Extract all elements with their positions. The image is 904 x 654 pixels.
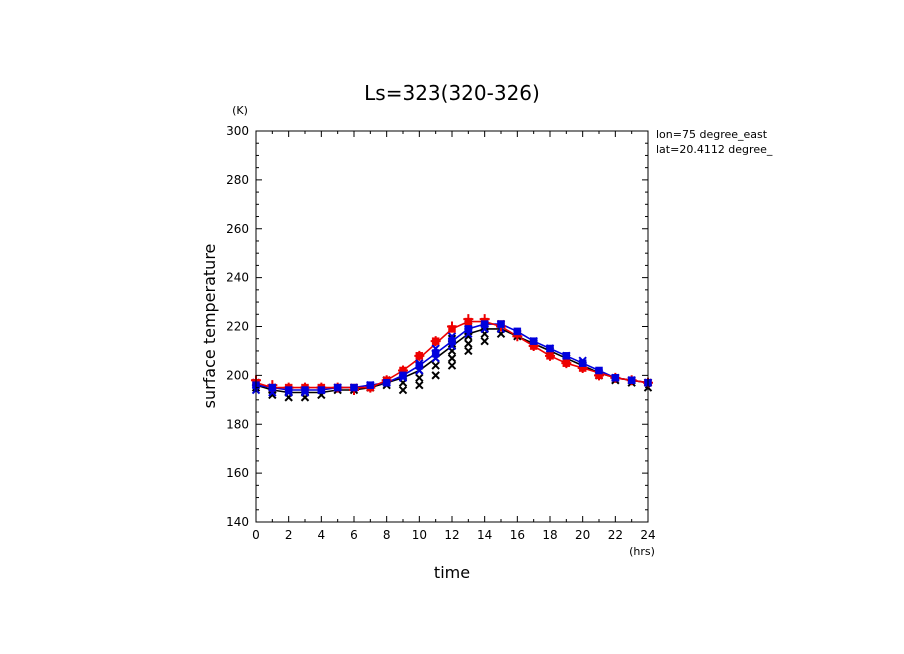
x-marker bbox=[431, 361, 440, 370]
square-marker bbox=[399, 371, 407, 380]
y-tick-label: 180 bbox=[226, 417, 249, 431]
square-marker bbox=[415, 361, 424, 370]
x-marker bbox=[415, 373, 424, 383]
x-tick-label: 22 bbox=[608, 528, 623, 542]
x-unit-label: (hrs) bbox=[629, 545, 655, 558]
square-marker bbox=[333, 383, 342, 392]
y-tick-label: 280 bbox=[226, 173, 249, 187]
square-marker bbox=[448, 325, 456, 333]
x-marker bbox=[447, 361, 457, 370]
x-tick-label: 24 bbox=[640, 528, 655, 542]
x-tick-label: 0 bbox=[252, 528, 260, 542]
square-marker bbox=[366, 381, 375, 389]
square-marker bbox=[415, 352, 424, 360]
x-marker bbox=[415, 380, 424, 390]
square-marker bbox=[464, 325, 473, 333]
x-tick-label: 18 bbox=[542, 528, 557, 542]
square-marker bbox=[448, 337, 456, 345]
x-tick-label: 8 bbox=[383, 528, 391, 542]
x-tick-label: 12 bbox=[444, 528, 459, 542]
x-marker bbox=[398, 385, 408, 395]
square-marker bbox=[350, 383, 358, 392]
square-marker bbox=[546, 344, 554, 353]
y-unit-label: (K) bbox=[232, 104, 248, 117]
square-marker bbox=[627, 376, 636, 385]
square-marker bbox=[464, 317, 473, 326]
square-marker bbox=[268, 383, 277, 392]
x-tick-label: 4 bbox=[318, 528, 326, 542]
x-marker bbox=[431, 371, 440, 380]
x-tick-label: 14 bbox=[477, 528, 492, 542]
x-tick-label: 20 bbox=[575, 528, 590, 542]
x-marker bbox=[447, 354, 457, 363]
square-marker bbox=[317, 386, 326, 394]
square-marker bbox=[497, 320, 505, 328]
x-marker bbox=[464, 339, 473, 348]
y-axis-label: surface temperature bbox=[200, 244, 219, 409]
y-tick-label: 240 bbox=[226, 271, 249, 285]
y-tick-label: 200 bbox=[226, 368, 249, 382]
square-marker bbox=[284, 386, 293, 394]
square-marker bbox=[513, 327, 522, 336]
square-marker bbox=[529, 337, 538, 345]
plot-area bbox=[251, 314, 653, 402]
x-marker bbox=[464, 346, 473, 356]
axes: 0 2 4 6 8 10 12 14 16 18 20 22 241401601802002202402… bbox=[226, 124, 656, 542]
annotation-lon: lon=75 degree_east bbox=[656, 128, 768, 141]
y-tick-label: 260 bbox=[226, 222, 249, 236]
square-marker bbox=[301, 386, 309, 394]
x-tick-label: 6 bbox=[350, 528, 358, 542]
square-marker bbox=[431, 337, 440, 345]
square-marker bbox=[595, 366, 603, 375]
square-marker bbox=[562, 352, 571, 360]
x-marker bbox=[480, 336, 489, 346]
square-marker bbox=[480, 320, 489, 328]
y-tick-label: 300 bbox=[226, 124, 249, 138]
x-tick-label: 16 bbox=[510, 528, 525, 542]
chart-title: Ls=323(320-326) bbox=[364, 81, 540, 105]
square-marker bbox=[562, 359, 571, 367]
square-marker bbox=[546, 352, 554, 360]
y-tick-label: 160 bbox=[226, 466, 249, 480]
square-marker bbox=[611, 374, 620, 382]
square-marker bbox=[578, 359, 587, 367]
x-axis-label: time bbox=[434, 563, 470, 582]
y-tick-label: 140 bbox=[226, 515, 249, 529]
square-marker bbox=[431, 349, 440, 358]
square-marker bbox=[382, 378, 391, 387]
annotation-lat: lat=20.4112 degree_ bbox=[656, 143, 773, 156]
x-tick-label: 2 bbox=[285, 528, 293, 542]
x-tick-label: 10 bbox=[412, 528, 427, 542]
y-tick-label: 220 bbox=[226, 320, 249, 334]
